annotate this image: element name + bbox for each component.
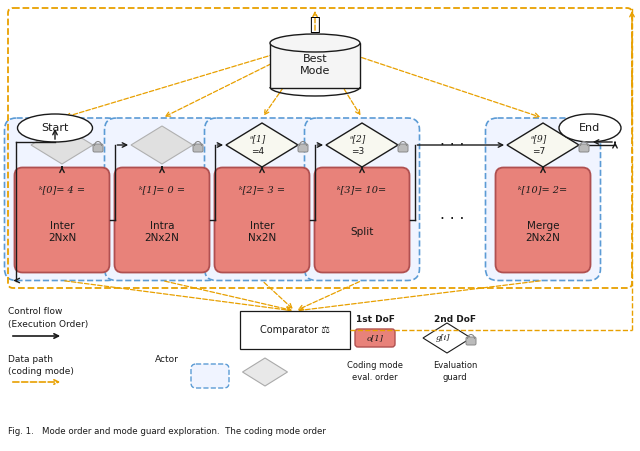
Text: Actor: Actor — [155, 355, 179, 364]
Text: (coding mode): (coding mode) — [8, 368, 74, 377]
Text: · · ·: · · · — [440, 138, 465, 152]
FancyBboxPatch shape — [205, 118, 319, 281]
Text: eval. order: eval. order — [352, 373, 398, 382]
FancyBboxPatch shape — [486, 118, 600, 281]
FancyBboxPatch shape — [579, 144, 589, 152]
Text: End: End — [579, 123, 600, 133]
FancyBboxPatch shape — [314, 167, 410, 272]
Text: 1st DoF: 1st DoF — [356, 316, 394, 325]
Text: Start: Start — [42, 123, 68, 133]
Polygon shape — [423, 323, 471, 353]
Text: Comparator ⚖: Comparator ⚖ — [260, 325, 330, 335]
FancyBboxPatch shape — [298, 144, 308, 152]
Text: o[1]: o[1] — [367, 334, 383, 342]
Text: ᵊ[2]: ᵊ[2] — [350, 134, 366, 143]
FancyBboxPatch shape — [270, 42, 360, 87]
Text: ᵏ[1]= 0 =: ᵏ[1]= 0 = — [139, 185, 185, 194]
Text: guard: guard — [443, 373, 467, 382]
Text: Coding mode: Coding mode — [347, 362, 403, 371]
Text: Inter
Nx2N: Inter Nx2N — [248, 221, 276, 243]
Text: Inter
2NxN: Inter 2NxN — [48, 221, 76, 243]
Ellipse shape — [17, 114, 93, 142]
Text: ᵊ[1]: ᵊ[1] — [250, 134, 266, 143]
Text: Intra
2Nx2N: Intra 2Nx2N — [145, 221, 179, 243]
FancyBboxPatch shape — [191, 364, 229, 388]
Ellipse shape — [559, 114, 621, 142]
Text: =3: =3 — [351, 147, 365, 156]
Text: g[i]: g[i] — [436, 334, 451, 342]
FancyBboxPatch shape — [305, 118, 419, 281]
Text: 👑: 👑 — [310, 16, 321, 34]
FancyBboxPatch shape — [214, 167, 310, 272]
FancyBboxPatch shape — [240, 311, 350, 349]
Text: Evaluation: Evaluation — [433, 362, 477, 371]
Text: · · ·: · · · — [440, 212, 465, 227]
Text: Fig. 1.   Mode order and mode guard exploration.  The coding mode order: Fig. 1. Mode order and mode guard explor… — [8, 428, 326, 437]
Text: =7: =7 — [532, 147, 546, 156]
Text: guard: guard — [252, 327, 278, 336]
FancyBboxPatch shape — [93, 144, 103, 152]
Polygon shape — [326, 123, 398, 167]
Text: ᵏ[3]= 10=: ᵏ[3]= 10= — [337, 185, 387, 194]
Text: Disabled: Disabled — [245, 316, 285, 325]
Text: ᵊ[9]: ᵊ[9] — [531, 134, 547, 143]
Text: Merge
2Nx2N: Merge 2Nx2N — [525, 221, 561, 243]
Polygon shape — [31, 126, 93, 164]
FancyBboxPatch shape — [398, 144, 408, 152]
FancyBboxPatch shape — [466, 337, 476, 345]
Text: =4: =4 — [252, 147, 264, 156]
Text: Control flow: Control flow — [8, 308, 62, 317]
Text: (Execution Order): (Execution Order) — [8, 319, 88, 328]
Ellipse shape — [270, 34, 360, 52]
FancyBboxPatch shape — [15, 167, 109, 272]
FancyBboxPatch shape — [4, 118, 120, 281]
Text: ᵏ[10]= 2=: ᵏ[10]= 2= — [518, 185, 568, 194]
Text: ᵏ[0]= 4 =: ᵏ[0]= 4 = — [39, 185, 85, 194]
FancyBboxPatch shape — [193, 144, 203, 152]
Text: ᵏ[2]= 3 =: ᵏ[2]= 3 = — [239, 185, 285, 194]
Text: Best
Mode: Best Mode — [300, 54, 330, 76]
Text: Split: Split — [350, 227, 374, 237]
FancyBboxPatch shape — [495, 167, 591, 272]
Polygon shape — [243, 358, 287, 386]
Polygon shape — [226, 123, 298, 167]
FancyBboxPatch shape — [115, 167, 209, 272]
Text: Data path: Data path — [8, 355, 53, 364]
FancyBboxPatch shape — [355, 329, 395, 347]
Polygon shape — [507, 123, 579, 167]
Polygon shape — [131, 126, 193, 164]
Text: 2nd DoF: 2nd DoF — [434, 316, 476, 325]
FancyBboxPatch shape — [104, 118, 220, 281]
